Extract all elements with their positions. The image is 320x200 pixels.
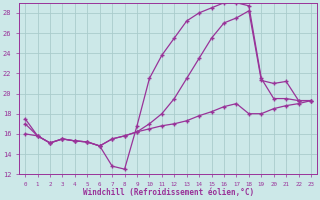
X-axis label: Windchill (Refroidissement éolien,°C): Windchill (Refroidissement éolien,°C) (83, 188, 254, 197)
